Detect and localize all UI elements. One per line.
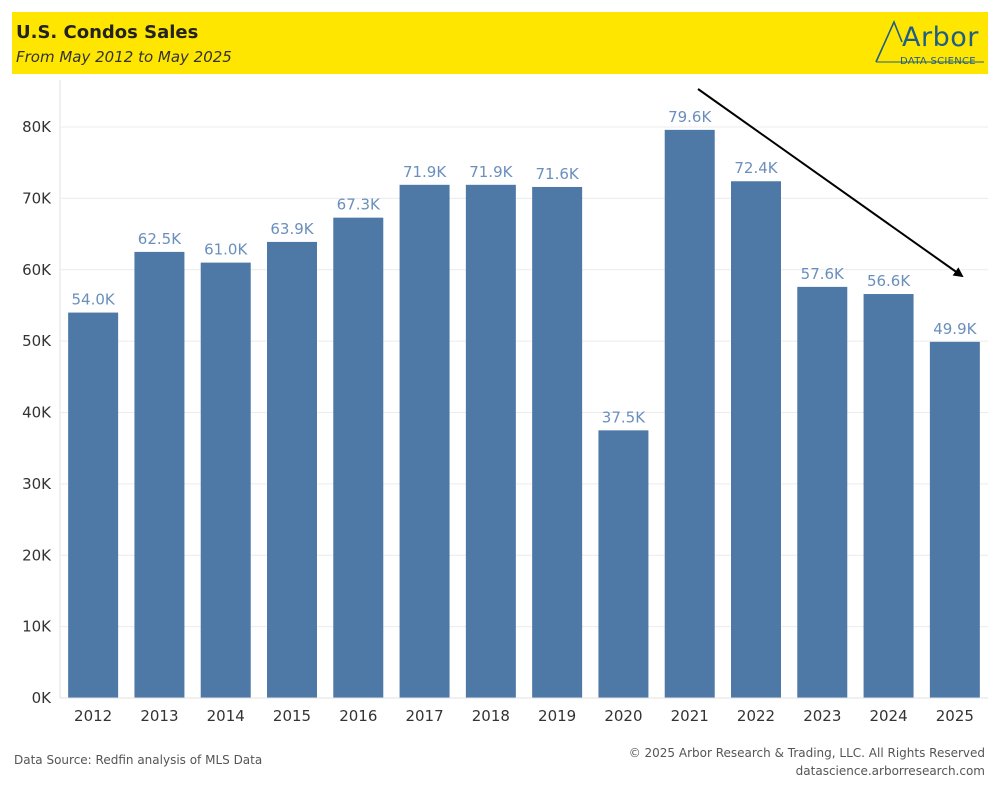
logo-tagline: DATA SCIENCE <box>900 56 976 67</box>
data-source-note: Data Source: Redfin analysis of MLS Data <box>14 753 263 767</box>
bar-2022 <box>731 181 781 698</box>
x-tick-label: 2020 <box>604 707 642 725</box>
bar-value-label: 57.6K <box>801 265 845 283</box>
bar-2020 <box>598 430 649 698</box>
arbor-logo-mark <box>875 19 984 63</box>
copyright-text: © 2025 Arbor Research & Trading, LLC. Al… <box>628 746 985 760</box>
y-tick-label: 30K <box>22 475 52 493</box>
x-tick-label: 2015 <box>273 707 311 725</box>
bar-value-label: 72.4K <box>734 159 778 177</box>
x-tick-label: 2023 <box>803 707 841 725</box>
bar-chart: 0K 10K 20K 30K 40K 50K 60K 70K 80K 54.0K 2012 62.5K… <box>22 80 988 725</box>
copyright-block: © 2025 Arbor Research & Trading, LLC. Al… <box>629 744 985 780</box>
logo-word: Arbor <box>902 22 979 53</box>
bar-2016 <box>333 217 384 699</box>
y-tick-label: 70K <box>22 189 52 207</box>
bar-2025 <box>929 341 980 698</box>
y-tick-label: 20K <box>22 546 52 564</box>
x-tick-label: 2016 <box>339 707 377 725</box>
chart-subtitle: From May 2012 to May 2025 <box>16 48 232 66</box>
bar-2021 <box>664 129 715 699</box>
bar-2024 <box>863 294 914 698</box>
bar-2013 <box>134 251 185 698</box>
bar-2019 <box>532 186 583 698</box>
bar-value-label: 71.6K <box>536 165 580 183</box>
y-tick-label: 40K <box>22 404 52 422</box>
bar-2023 <box>797 286 848 698</box>
bar-value-label: 71.9K <box>403 163 447 181</box>
bar-2012 <box>68 312 119 698</box>
bar-2017 <box>399 184 450 699</box>
chart-title: U.S. Condos Sales <box>16 22 199 43</box>
arbor-logo: Arbor DATA SCIENCE <box>872 18 984 70</box>
x-tick-label: 2013 <box>140 707 178 725</box>
bar-value-label: 54.0K <box>72 291 116 309</box>
x-tick-label: 2021 <box>671 707 709 725</box>
x-tick-label: 2024 <box>869 707 907 725</box>
website-text: datascience.arborresearch.com <box>795 764 985 778</box>
bar-value-label: 71.9K <box>469 163 513 181</box>
bar-value-label: 79.6K <box>668 108 712 126</box>
bar-2014 <box>200 262 251 698</box>
x-tick-label: 2014 <box>207 707 245 725</box>
bar-value-label: 37.5K <box>602 408 646 426</box>
x-tick-label: 2019 <box>538 707 576 725</box>
y-tick-label: 10K <box>22 618 52 636</box>
bar-value-label: 56.6K <box>867 272 911 290</box>
bar-value-label: 63.9K <box>270 220 314 238</box>
y-tick-label: 80K <box>22 118 52 136</box>
x-tick-label: 2018 <box>472 707 510 725</box>
x-tick-label: 2012 <box>74 707 112 725</box>
bar-value-label: 61.0K <box>204 241 248 259</box>
bar-value-label: 67.3K <box>337 196 381 214</box>
bar-value-label: 49.9K <box>933 320 977 338</box>
x-tick-label: 2025 <box>936 707 974 725</box>
bar-2018 <box>465 184 516 699</box>
bar-2015 <box>267 241 317 698</box>
bar-value-label: 62.5K <box>138 230 182 248</box>
chart-header: U.S. Condos Sales From May 2012 to May 2… <box>12 12 988 74</box>
y-tick-label: 50K <box>22 332 52 350</box>
trend-arrow <box>697 88 964 278</box>
x-tick-label: 2017 <box>405 707 443 725</box>
x-tick-label: 2022 <box>737 707 775 725</box>
y-tick-label: 60K <box>22 261 52 279</box>
y-tick-label: 0K <box>32 689 53 707</box>
